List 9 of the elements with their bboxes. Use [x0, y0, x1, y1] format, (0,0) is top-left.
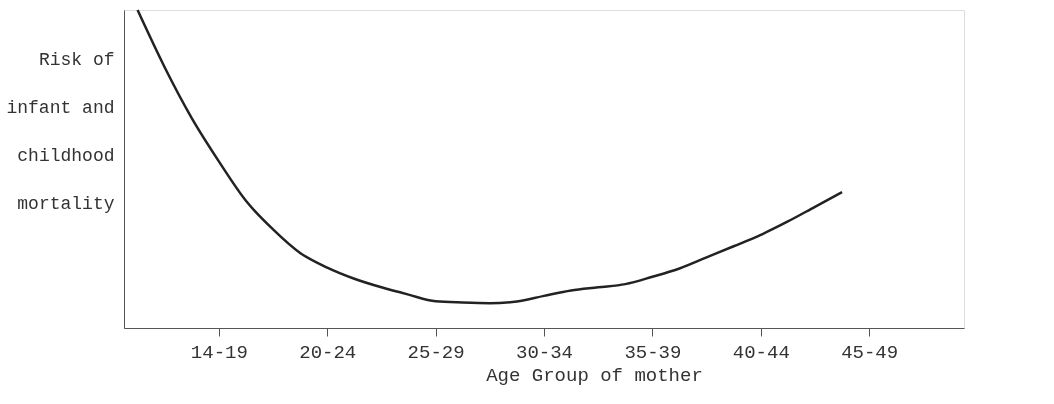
x-tick-label: 35-39	[624, 341, 682, 364]
x-tick-label: 30-34	[515, 341, 574, 364]
x-tick-label: 20-24	[299, 341, 357, 364]
x-tick-label: 40-44	[732, 341, 790, 364]
text: Risk of infant and childhood mortality	[6, 49, 115, 214]
x-tick-label: 45-49	[841, 341, 899, 364]
x-tick-label: 25-29	[407, 341, 465, 364]
x-axis-title: Age Group of mother	[486, 364, 703, 387]
x-tick-label: 14-19	[190, 341, 248, 364]
